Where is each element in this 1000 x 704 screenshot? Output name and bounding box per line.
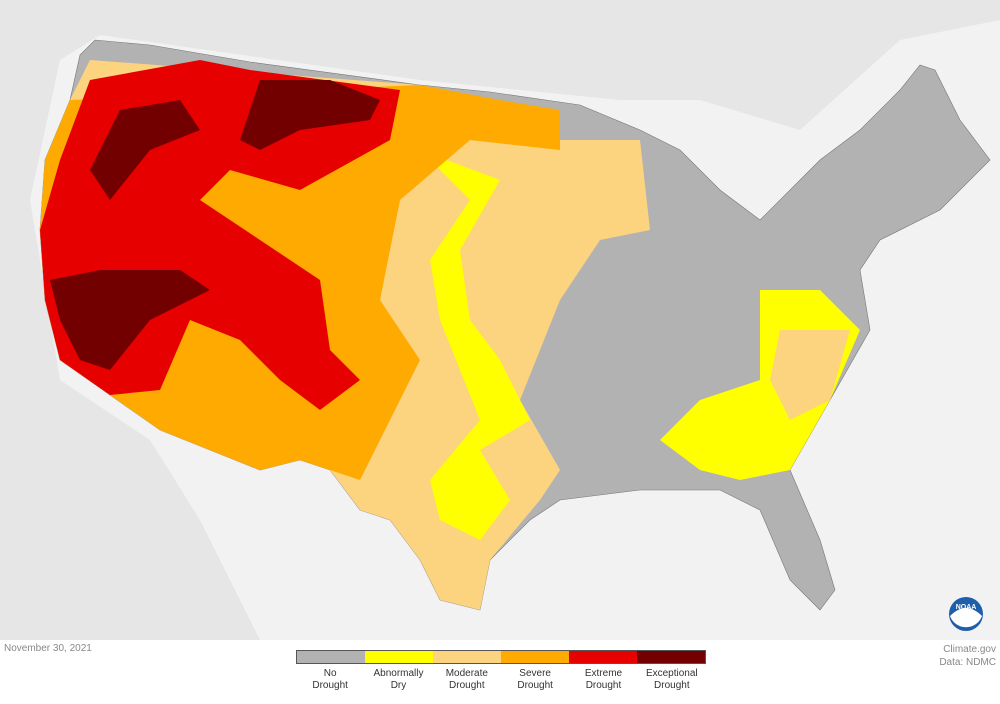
credits: Climate.gov Data: NDMC (939, 643, 996, 669)
legend-label-line2: Drought (585, 680, 622, 691)
map-date: November 30, 2021 (4, 643, 92, 654)
moderate-drought-area-east (770, 330, 850, 420)
drought-map: NOAA (0, 0, 1000, 640)
legend-label-line1: Severe (519, 668, 551, 679)
credit-data: Data: NDMC (939, 657, 996, 668)
exceptional-drought-area-north (90, 100, 200, 200)
legend-swatch (501, 651, 569, 663)
legend-label-line2: Drought (312, 680, 348, 691)
legend-label-line2: Drought (517, 680, 553, 691)
credit-source: Climate.gov (943, 644, 996, 655)
legend-color-bar (296, 650, 706, 664)
noaa-logo: NOAA (949, 597, 983, 631)
legend-label: Extreme Drought (569, 668, 637, 692)
legend-label-line1: No (323, 668, 337, 679)
legend-label: Exceptional Drought (638, 668, 706, 692)
legend-label-line1: Moderate (445, 668, 488, 679)
svg-text:NOAA: NOAA (956, 604, 977, 611)
legend-label: No Drought (296, 668, 364, 692)
legend-label: Abnormally Dry (364, 668, 432, 692)
exceptional-drought-area (50, 270, 210, 370)
legend-label: Severe Drought (501, 668, 569, 692)
legend-labels: No Drought Abnormally Dry Moderate Drought Sev… (296, 668, 706, 692)
land-background (0, 0, 1000, 640)
legend-swatch (433, 651, 501, 663)
legend-label: Moderate Drought (433, 668, 501, 692)
legend-swatch (365, 651, 433, 663)
legend-swatch (569, 651, 637, 663)
legend-label-line1: Extreme (584, 668, 623, 679)
legend-label-line1: Abnormally (373, 668, 424, 679)
legend-label-line2: Drought (654, 680, 690, 691)
exceptional-drought-area-montana (240, 80, 380, 150)
legend: No Drought Abnormally Dry Moderate Drought Sev… (296, 650, 706, 692)
legend-label-line2: Dry (390, 680, 407, 691)
legend-swatch (297, 651, 365, 663)
legend-label-line1: Exceptional (645, 668, 698, 679)
abnormally-dry-area (420, 150, 530, 540)
legend-swatch (637, 651, 705, 663)
legend-label-line2: Drought (449, 680, 485, 691)
